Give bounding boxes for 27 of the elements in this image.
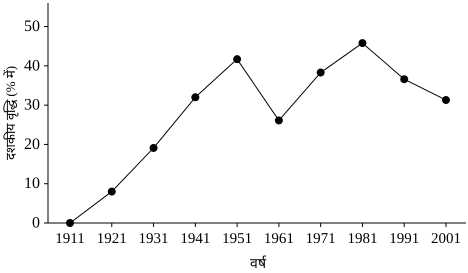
x-tick-label: 1991 — [389, 231, 420, 247]
x-tick-label: 1971 — [306, 231, 336, 247]
point — [400, 75, 408, 84]
x-tick-label: 1951 — [222, 231, 252, 247]
y-tick-label: 30 — [24, 96, 40, 114]
point — [316, 68, 325, 77]
y-tick-label: 20 — [24, 136, 40, 153]
point — [442, 96, 450, 104]
x-tick-label: 1931 — [138, 231, 169, 247]
point — [274, 116, 283, 124]
y-tick-label: 0 — [32, 214, 40, 232]
y-tick-label: 10 — [24, 175, 40, 192]
y-axis-title: दशकीय वृद्धि (% में) — [3, 66, 19, 160]
point — [108, 188, 116, 196]
point — [191, 93, 200, 102]
x-tick-label: 2001 — [431, 231, 461, 247]
x-axis-title: वर्ष — [250, 255, 267, 272]
x-tick-label: 1911 — [55, 231, 85, 247]
point — [233, 55, 242, 64]
x-tick-label: 1921 — [96, 231, 127, 247]
y-tick-label: 50 — [24, 18, 40, 36]
x-tick-label: 1961 — [264, 231, 294, 247]
y-tick-label: 40 — [24, 57, 40, 74]
point — [150, 144, 158, 152]
point — [358, 39, 366, 48]
x-tick-label: 1981 — [347, 231, 378, 247]
x-tick-label: 1941 — [180, 231, 210, 247]
